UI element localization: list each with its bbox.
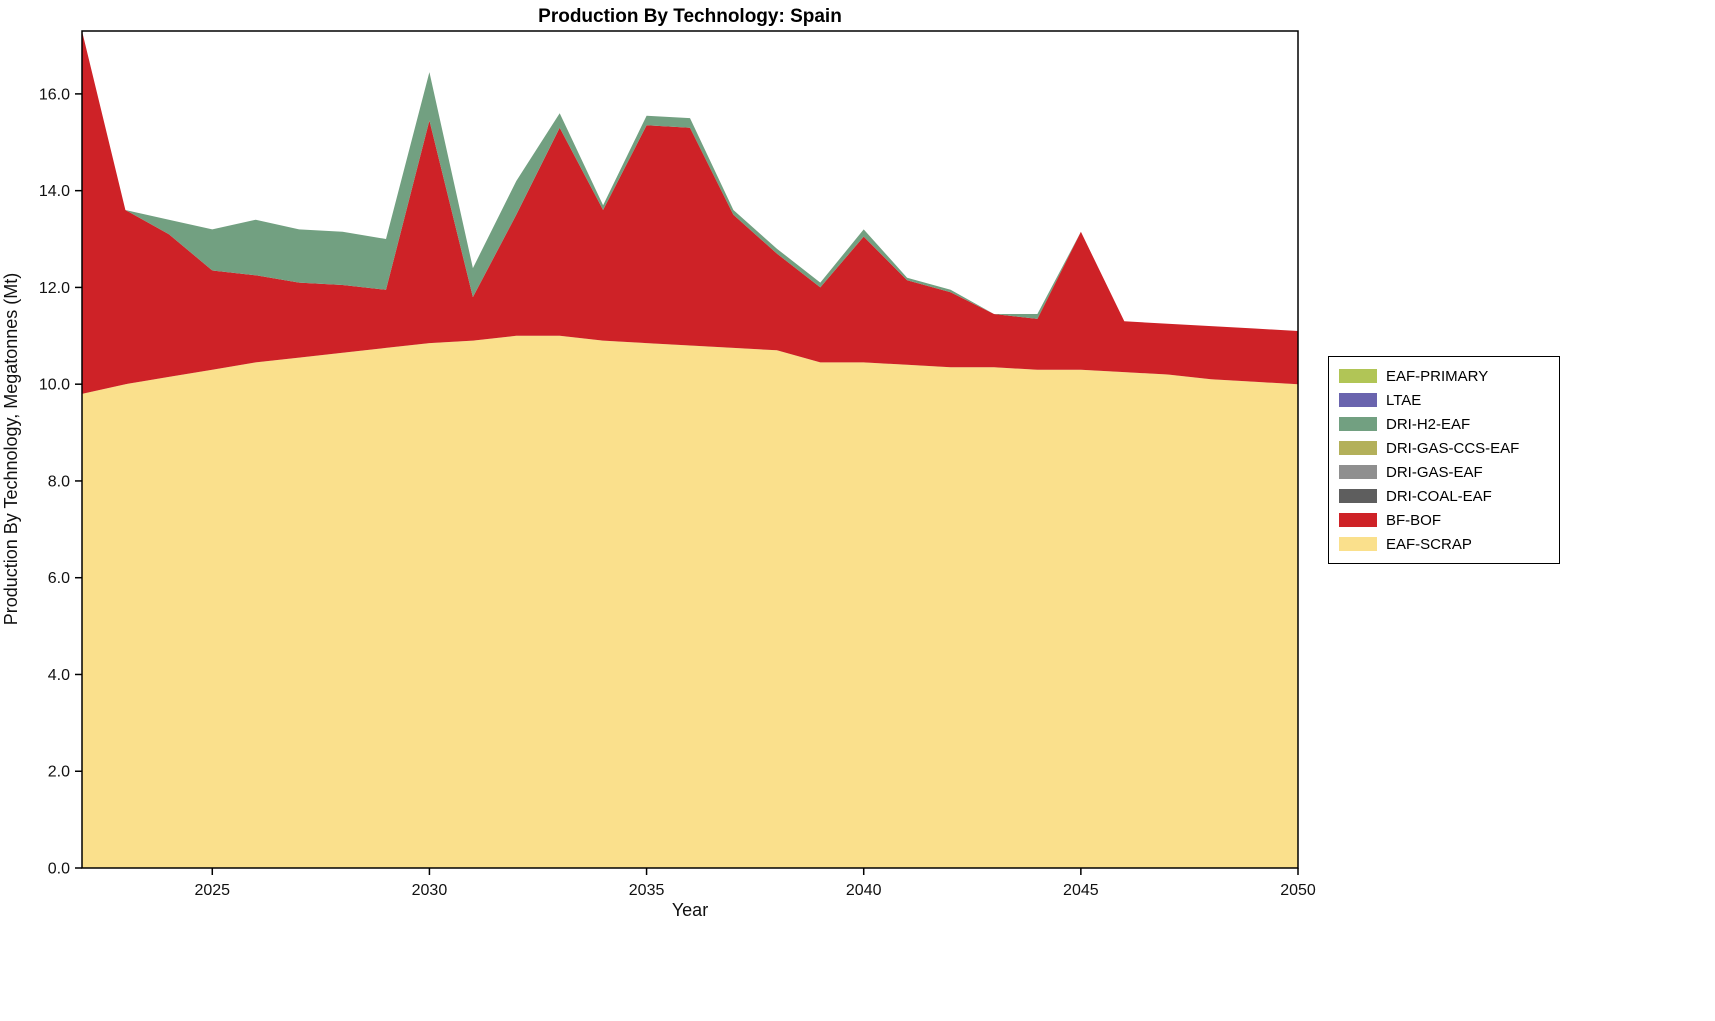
legend-item-dri-coal-eaf: DRI-COAL-EAF xyxy=(1339,484,1549,508)
y-tick-label: 16.0 xyxy=(39,86,70,103)
legend-item-eaf-scrap: EAF-SCRAP xyxy=(1339,532,1549,556)
axes: 2025 2030 2035 2040 2045 2050 0.0 2.0 4.0 6.0 8.0 1… xyxy=(39,30,1316,899)
y-tick-label: 0.0 xyxy=(48,861,70,878)
x-tick-label: 2025 xyxy=(194,882,230,899)
x-axis-label: Year xyxy=(672,900,708,920)
legend-label: EAF-SCRAP xyxy=(1386,535,1472,553)
legend-swatch xyxy=(1339,537,1377,551)
x-tick-label: 2035 xyxy=(629,882,665,899)
legend-item-ltae: LTAE xyxy=(1339,388,1549,412)
chart-title: Production By Technology: Spain xyxy=(538,6,842,27)
legend-label: DRI-COAL-EAF xyxy=(1386,487,1492,505)
area-bf-bof xyxy=(82,31,1298,394)
stacked-areas xyxy=(82,31,1298,868)
x-tick-label: 2050 xyxy=(1280,882,1316,899)
legend-item-dri-h2-eaf: DRI-H2-EAF xyxy=(1339,412,1549,436)
legend-label: EAF-PRIMARY xyxy=(1386,367,1489,385)
y-tick-label: 6.0 xyxy=(48,570,70,587)
legend-label: BF-BOF xyxy=(1386,511,1441,529)
area-dri-h2-eaf xyxy=(82,31,1298,331)
y-tick-label: 14.0 xyxy=(39,183,70,200)
area-eaf-scrap xyxy=(82,335,1298,868)
legend-item-eaf-primary: EAF-PRIMARY xyxy=(1339,364,1549,388)
legend-item-bf-bof: BF-BOF xyxy=(1339,508,1549,532)
y-tick-label: 2.0 xyxy=(48,764,70,781)
y-tick-label: 12.0 xyxy=(39,280,70,297)
y-tick-label: 10.0 xyxy=(39,377,70,394)
y-tick-label: 8.0 xyxy=(48,473,70,490)
legend-swatch xyxy=(1339,465,1377,479)
legend-swatch xyxy=(1339,369,1377,383)
legend-swatch xyxy=(1339,417,1377,431)
x-tick-label: 2045 xyxy=(1063,882,1099,899)
legend-item-dri-gas-ccs-eaf: DRI-GAS-CCS-EAF xyxy=(1339,436,1549,460)
x-tick-label: 2040 xyxy=(846,882,882,899)
legend-swatch xyxy=(1339,393,1377,407)
legend: EAF-PRIMARY LTAE DRI-H2-EAF DRI-GAS-CCS-EAF… xyxy=(1328,356,1560,564)
legend-label: LTAE xyxy=(1386,391,1422,409)
y-tick-label: 4.0 xyxy=(48,667,70,684)
plot-border xyxy=(81,30,1299,869)
legend-label: DRI-GAS-EAF xyxy=(1386,463,1483,481)
legend-label: DRI-GAS-CCS-EAF xyxy=(1386,439,1520,457)
legend-swatch xyxy=(1339,441,1377,455)
x-tick-label: 2030 xyxy=(412,882,448,899)
legend-item-dri-gas-eaf: DRI-GAS-EAF xyxy=(1339,460,1549,484)
legend-swatch xyxy=(1339,489,1377,503)
legend-label: DRI-H2-EAF xyxy=(1386,415,1471,433)
legend-swatch xyxy=(1339,513,1377,527)
y-axis-label: Production By Technology, Megatonnes (Mt… xyxy=(1,273,21,626)
